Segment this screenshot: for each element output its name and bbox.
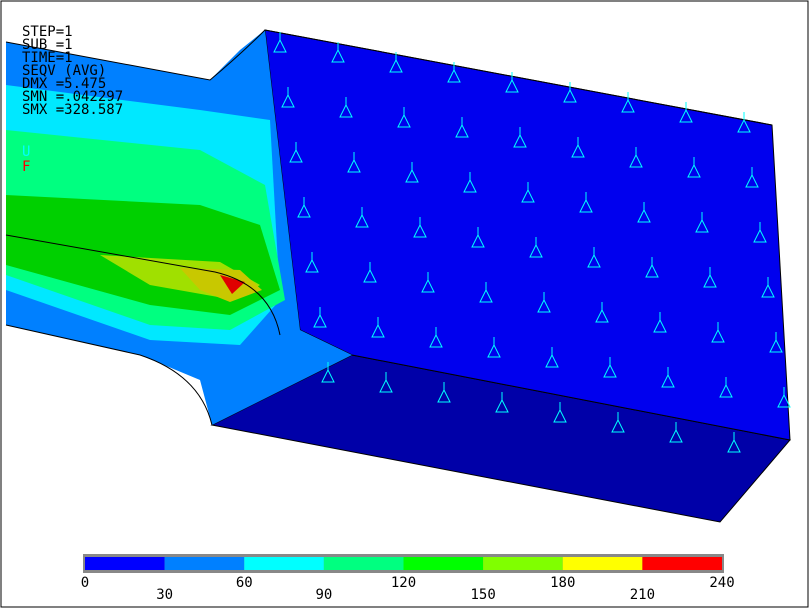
- constraint-glyph: [429, 327, 443, 348]
- info-line: DMX =5.475: [22, 76, 106, 92]
- info-line: STEP=1: [22, 24, 73, 40]
- constraint-glyph: [637, 202, 651, 223]
- constraint-symbols: [273, 32, 791, 453]
- constraint-glyph: [289, 142, 303, 163]
- colorbar-label: 150: [470, 587, 495, 603]
- band-yellow: [180, 268, 262, 302]
- constraint-glyph: [769, 332, 783, 353]
- constraint-glyph: [487, 337, 501, 358]
- info-line: SEQV (AVG): [22, 63, 106, 79]
- constraint-glyph: [737, 112, 751, 133]
- constraint-glyph: [553, 402, 567, 423]
- constraint-glyph: [777, 387, 791, 408]
- constraint-glyph: [513, 127, 527, 148]
- colorbar-label: 180: [550, 575, 575, 591]
- constraint-glyph: [611, 412, 625, 433]
- edge: [5, 29, 773, 126]
- colorbar-label: 240: [709, 575, 734, 591]
- colorbar: 0 30 60 90 120 150 180 210 240: [81, 554, 735, 603]
- info-line: SUB =1: [22, 37, 73, 53]
- constraint-glyph: [313, 307, 327, 328]
- colorbar-label: 30: [156, 587, 173, 603]
- constraint-glyph: [571, 137, 585, 158]
- constraint-glyph: [669, 422, 683, 443]
- constraint-glyph: [371, 317, 385, 338]
- constraint-glyph: [495, 392, 509, 413]
- constraint-glyph: [339, 97, 353, 118]
- constraint-glyph: [321, 362, 335, 383]
- constraint-glyph: [347, 152, 361, 173]
- info-line: TIME=1: [22, 50, 73, 66]
- constraint-glyph: [305, 252, 319, 273]
- constraint-glyph: [679, 102, 693, 123]
- constraint-glyph: [363, 262, 377, 283]
- constraint-glyph: [379, 372, 393, 393]
- colorbar-label: 210: [630, 587, 655, 603]
- colorbar-swatch: [642, 557, 722, 570]
- constraint-glyph: [603, 357, 617, 378]
- constraint-glyph: [447, 62, 461, 83]
- constraint-glyph: [653, 312, 667, 333]
- constraint-glyph: [355, 207, 369, 228]
- constraint-glyph: [687, 157, 701, 178]
- constraint-glyph: [745, 167, 759, 188]
- constraint-glyph: [297, 197, 311, 218]
- constraint-glyph: [719, 377, 733, 398]
- constraint-glyph: [587, 247, 601, 268]
- constraint-glyph: [405, 162, 419, 183]
- constraint-glyph: [645, 257, 659, 278]
- colorbar-swatch: [244, 557, 324, 570]
- constraint-glyph: [389, 52, 403, 73]
- constraint-glyph: [621, 92, 635, 113]
- constraint-glyph: [331, 42, 345, 63]
- model: [5, 29, 791, 523]
- constraint-glyph: [579, 192, 593, 213]
- constraint-glyph: [629, 147, 643, 168]
- constraint-glyph: [661, 367, 675, 388]
- constraint-glyph: [413, 217, 427, 238]
- constraint-glyph: [563, 82, 577, 103]
- constraint-glyph: [695, 212, 709, 233]
- constraint-glyph: [437, 382, 451, 403]
- info-line: SMX =328.587: [22, 102, 123, 118]
- colorbar-swatch: [562, 557, 643, 570]
- constraint-glyph: [421, 272, 435, 293]
- constraint-glyph: [545, 347, 559, 368]
- colorbar-swatch: [164, 557, 245, 570]
- constraint-glyph: [753, 222, 767, 243]
- constraint-glyph: [727, 432, 741, 453]
- info-line: SMN =.042297: [22, 89, 123, 105]
- constraint-glyph: [761, 277, 775, 298]
- constraint-glyph: [703, 267, 717, 288]
- edge: [5, 234, 281, 336]
- constraint-glyph: [463, 172, 477, 193]
- constraint-glyph: [595, 302, 609, 323]
- colorbar-swatch: [323, 557, 404, 570]
- constraint-glyph: [529, 237, 543, 258]
- constraint-glyph: [281, 87, 295, 108]
- band-red: [220, 275, 245, 294]
- constraint-glyph: [537, 292, 551, 313]
- constraint-glyph: [711, 322, 725, 343]
- marker-label: F: [22, 159, 30, 175]
- constraint-glyph: [455, 117, 469, 138]
- colorbar-swatch: [403, 557, 484, 570]
- colorbar-label: 90: [315, 587, 332, 603]
- colorbar-swatch: [85, 557, 165, 570]
- colorbar-label: 120: [391, 575, 416, 591]
- constraint-glyph: [479, 282, 493, 303]
- constraint-glyph: [471, 227, 485, 248]
- colorbar-swatch: [483, 557, 563, 570]
- constraint-glyph: [273, 32, 287, 53]
- colorbar-label: 60: [236, 575, 253, 591]
- edge: [5, 324, 213, 426]
- constraint-glyph: [397, 107, 411, 128]
- constraint-glyph: [505, 72, 519, 93]
- constraint-glyph: [521, 182, 535, 203]
- marker-label: U: [22, 144, 30, 160]
- colorbar-label: 0: [81, 575, 89, 591]
